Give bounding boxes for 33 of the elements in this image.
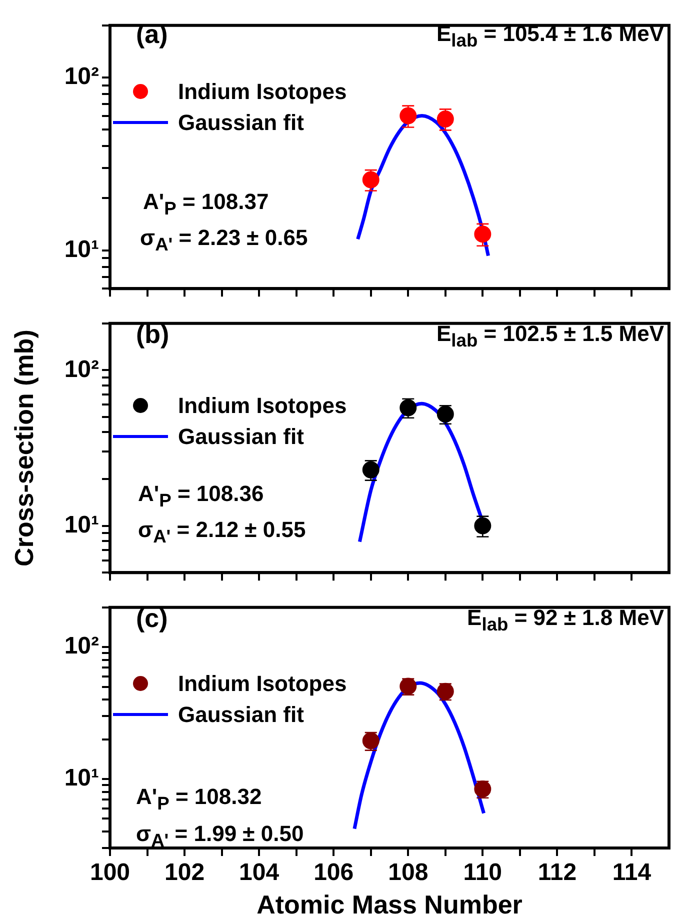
annotation: σ$_{A'}$ = 2.23 ± 0.65 bbox=[140, 225, 308, 255]
y-tick-label: 10² bbox=[64, 63, 100, 90]
x-tick-label: 106 bbox=[314, 859, 354, 886]
annotation: (b) bbox=[136, 319, 170, 349]
x-tick-label: 112 bbox=[538, 859, 577, 886]
y-axis-title: Cross-section (mb) bbox=[8, 330, 39, 566]
y-tick-label: 10¹ bbox=[64, 764, 100, 792]
point bbox=[436, 110, 454, 128]
y-tick-label: 10² bbox=[64, 632, 100, 660]
x-tick-label: 114 bbox=[612, 859, 652, 886]
annotation: E$_{lab}$ = 102.5 ± 1.5 MeV bbox=[436, 321, 664, 351]
legend-label: Gaussian fit bbox=[178, 702, 304, 728]
annotation: σ$_{A'}$ = 2.12 ± 0.55 bbox=[138, 517, 306, 547]
x-tick-label: 102 bbox=[164, 859, 205, 886]
legend-label: Gaussian fit bbox=[178, 424, 304, 450]
x-tick-label: 108 bbox=[388, 859, 428, 886]
annotation: σ$_{A'}$ = 1.99 ± 0.50 bbox=[136, 821, 304, 851]
x-tick-label: 104 bbox=[239, 859, 280, 886]
annotation: A'$_{P}$ = 108.37 bbox=[143, 189, 269, 219]
annotation: E$_{lab}$ = 92 ± 1.8 MeV bbox=[467, 605, 664, 635]
x-tick-label: 110 bbox=[463, 859, 502, 886]
y-tick-label: 10¹ bbox=[64, 511, 100, 538]
legend-label: Gaussian fit bbox=[178, 110, 304, 136]
annotation: A'$_{P}$ = 108.36 bbox=[138, 481, 264, 511]
y-tick-label: 10² bbox=[64, 356, 100, 383]
annotation: A'$_{P}$ = 108.32 bbox=[136, 784, 262, 814]
legend-label: Indium Isotopes bbox=[178, 78, 347, 104]
x-axis-title: Atomic Mass Number bbox=[256, 890, 522, 920]
x-tick-label: 100 bbox=[90, 859, 130, 886]
annotation: (c) bbox=[136, 603, 168, 633]
legend-label: Indium Isotopes bbox=[178, 392, 347, 418]
y-tick-label: 10¹ bbox=[64, 236, 100, 263]
legend-label: Indium Isotopes bbox=[178, 670, 347, 696]
